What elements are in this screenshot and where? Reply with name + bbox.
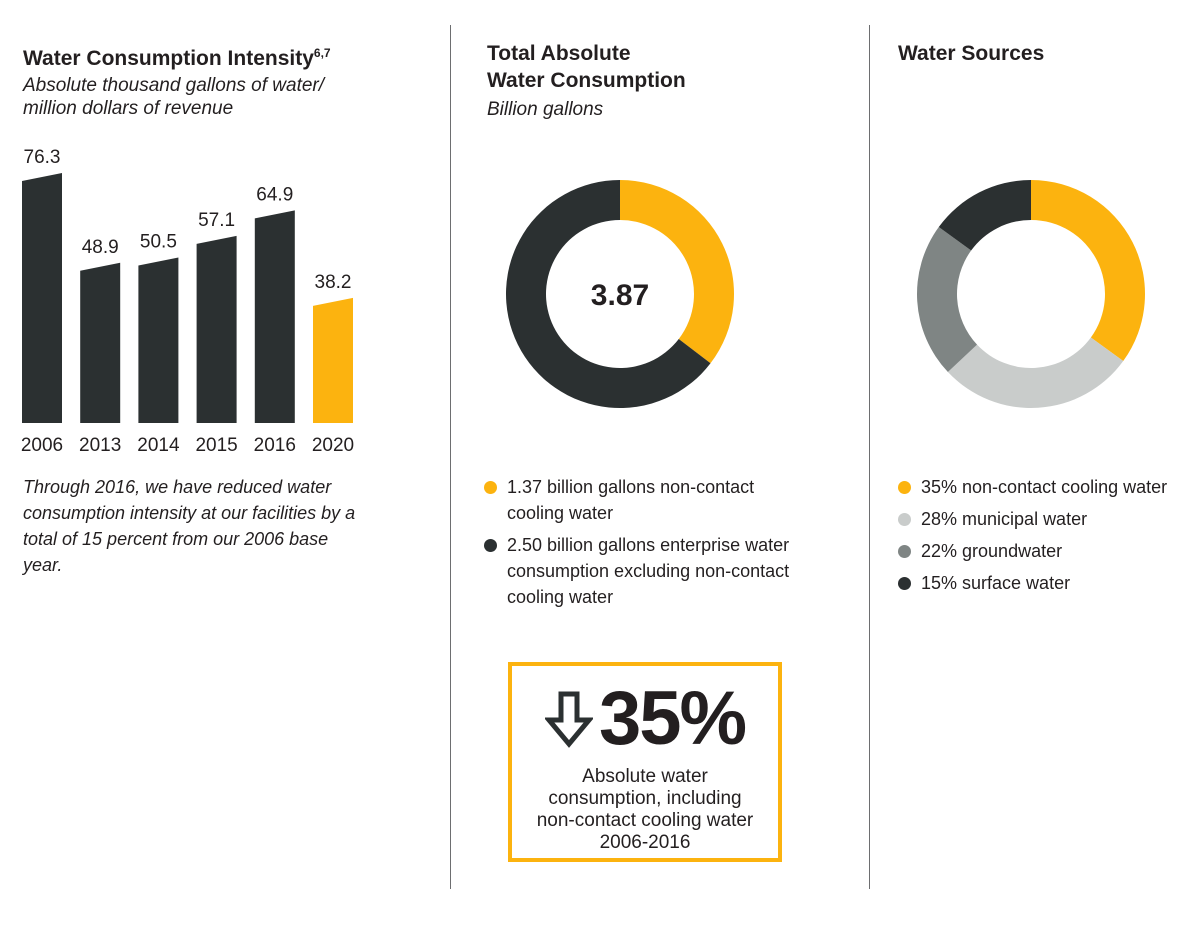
callout-line: non-contact cooling water xyxy=(536,810,754,831)
total-legend-label: 2.50 billion gallons enterprise water co… xyxy=(507,535,790,607)
bar-category-label: 2013 xyxy=(79,435,121,456)
total-legend: 1.37 billion gallons non-contact cooling… xyxy=(484,474,794,616)
sources-legend-label: 15% surface water xyxy=(921,573,1071,593)
legend-dot xyxy=(484,481,497,494)
arrow-down-icon xyxy=(544,691,593,748)
bar xyxy=(254,210,295,423)
sources-legend-label: 28% municipal water xyxy=(921,509,1088,529)
intensity-title-text: Water Consumption Intensity xyxy=(23,47,314,70)
sources-legend: 35% non-contact cooling water 28% munici… xyxy=(898,474,1198,602)
callout-line: 2006-2016 xyxy=(599,832,691,853)
bar-category-label: 2015 xyxy=(195,435,237,456)
legend-dot xyxy=(898,513,911,526)
bar-category-label: 2016 xyxy=(254,435,296,456)
legend-dot xyxy=(484,539,497,552)
callout-percentage: 35% xyxy=(598,676,747,761)
callout-line: Absolute water xyxy=(582,766,708,787)
sources-legend-item: 28% municipal water xyxy=(898,506,1198,532)
total-title-line2: Water Consumption xyxy=(487,69,686,92)
intensity-subtitle-line2: million dollars of revenue xyxy=(23,98,234,119)
legend-dot xyxy=(898,577,911,590)
intensity-title: Water Consumption Intensity6,7 xyxy=(23,40,331,72)
total-legend-item: 2.50 billion gallons enterprise water co… xyxy=(484,532,794,610)
donut-slice xyxy=(620,180,734,364)
intensity-note: Through 2016, we have reduced water cons… xyxy=(23,477,356,575)
sources-legend-item: 35% non-contact cooling water xyxy=(898,474,1198,500)
bar-value-label: 38.2 xyxy=(315,272,352,293)
bar-category-label: 2006 xyxy=(21,435,63,456)
sources-legend-item: 15% surface water xyxy=(898,570,1198,596)
reduction-callout: 35% Absolute water consumption, includin… xyxy=(508,662,782,862)
sources-legend-label: 35% non-contact cooling water xyxy=(921,477,1168,497)
total-title-line1: Total Absolute xyxy=(487,42,631,65)
total-title: Total Absolute Water Consumption xyxy=(487,40,686,94)
legend-dot xyxy=(898,545,911,558)
callout-line: consumption, including xyxy=(548,788,742,809)
sources-legend-item: 22% groundwater xyxy=(898,538,1198,564)
donut-slice xyxy=(947,337,1124,409)
sources-legend-label: 22% groundwater xyxy=(921,541,1063,561)
donut-slice xyxy=(938,180,1031,251)
sources-title: Water Sources xyxy=(898,42,1045,65)
bar-value-label: 76.3 xyxy=(24,147,61,168)
intensity-subtitle: Absolute thousand gallons of water/ mill… xyxy=(23,74,324,120)
total-legend-label: 1.37 billion gallons non-contact cooling… xyxy=(507,477,755,523)
legend-dot xyxy=(898,481,911,494)
column-divider-2 xyxy=(869,25,870,889)
donut-center-label: 3.87 xyxy=(591,279,649,312)
bar xyxy=(80,262,121,423)
donut-slice xyxy=(917,226,978,373)
bar-value-label: 50.5 xyxy=(140,232,177,253)
bar xyxy=(313,297,353,423)
callout-description: Absolute water consumption, including no… xyxy=(522,766,768,854)
intensity-title-footnote: 6,7 xyxy=(313,46,331,60)
intensity-subtitle-line1: Absolute thousand gallons of water/ xyxy=(23,75,325,96)
bar xyxy=(22,173,62,423)
bar-category-label: 2020 xyxy=(312,435,354,456)
sources-donut-chart xyxy=(917,180,1145,409)
donut-slice xyxy=(505,180,711,408)
callout-headline: 35% xyxy=(512,676,778,762)
bar-value-label: 48.9 xyxy=(82,237,119,258)
bar xyxy=(138,257,179,423)
donut-slice xyxy=(1031,180,1145,362)
total-legend-item: 1.37 billion gallons non-contact cooling… xyxy=(484,474,794,526)
column-divider-1 xyxy=(450,25,451,889)
intensity-bar-chart: 76.3 2006 48.9 2013 50.5 2014 57.1 2015 64.9 2016… xyxy=(21,147,354,456)
bar-value-label: 64.9 xyxy=(256,184,293,205)
total-donut-chart: 3.87 xyxy=(505,180,734,408)
bar-category-label: 2014 xyxy=(137,435,180,456)
bar xyxy=(196,235,237,423)
total-subtitle: Billion gallons xyxy=(487,99,604,120)
bar-value-label: 57.1 xyxy=(198,210,235,231)
